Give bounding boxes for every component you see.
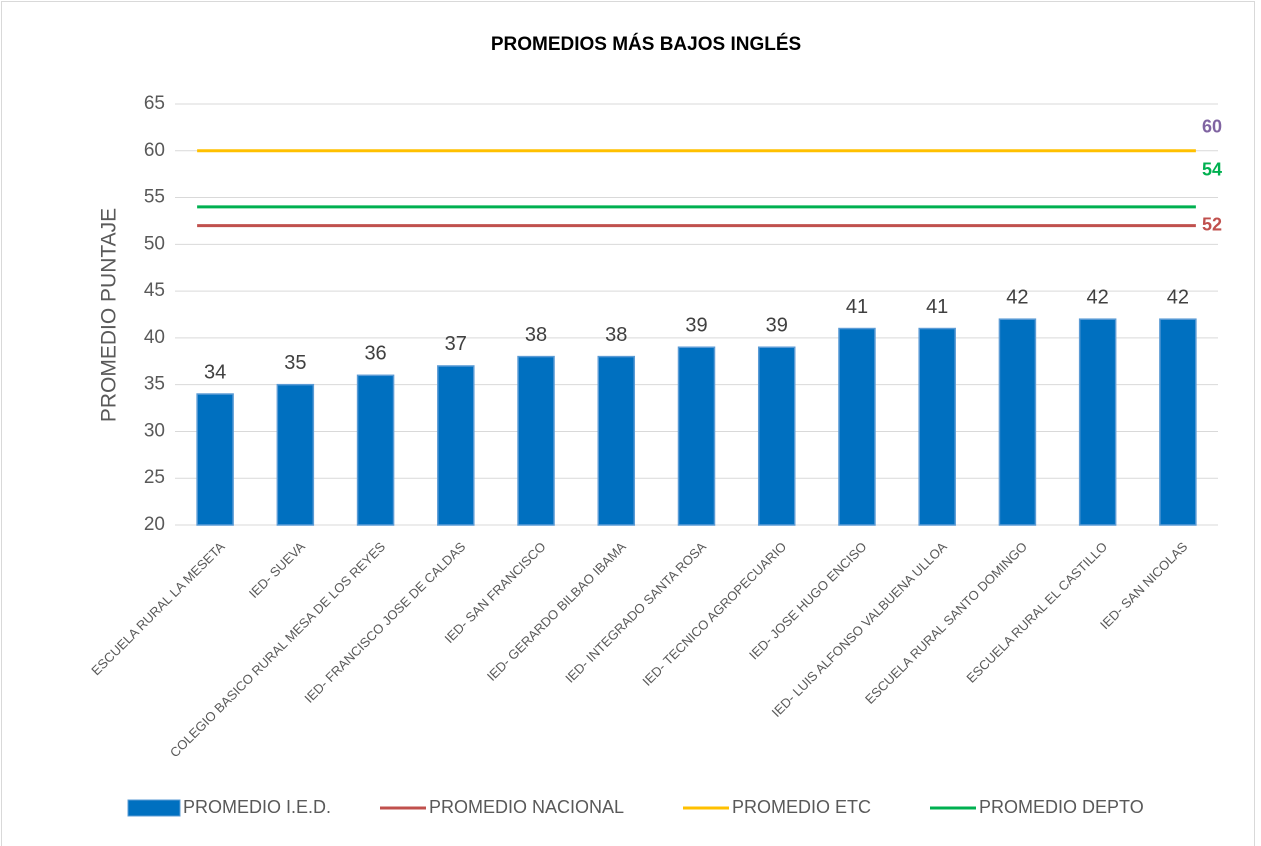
legend-label: PROMEDIO NACIONAL: [429, 797, 624, 817]
bar: [1159, 318, 1197, 526]
y-tick-label: 45: [144, 280, 165, 301]
legend-swatch: [127, 799, 181, 817]
data-label: 39: [685, 315, 707, 337]
bar: [356, 374, 395, 526]
bar: [517, 355, 555, 526]
chart-title: PROMEDIOS MÁS BAJOS INGLÉS: [491, 33, 801, 55]
data-label: 42: [1006, 286, 1028, 308]
line-end-label: 52: [1202, 214, 1222, 234]
legend-label: PROMEDIO DEPTO: [979, 797, 1144, 817]
bar: [437, 365, 475, 526]
y-tick-label: 65: [144, 93, 165, 114]
data-label: 38: [605, 324, 627, 346]
y-tick-label: 60: [144, 140, 165, 161]
data-label: 36: [364, 343, 386, 365]
y-tick-label: 20: [144, 514, 165, 535]
y-axis-label: PROMEDIO PUNTAJE: [98, 208, 121, 422]
bar: [998, 318, 1037, 526]
data-label: 37: [445, 333, 467, 355]
y-tick-label: 50: [144, 233, 165, 254]
data-label: 38: [525, 324, 547, 346]
data-label: 42: [1087, 286, 1109, 308]
y-tick-label: 40: [144, 327, 165, 348]
legend-label: PROMEDIO I.E.D.: [183, 797, 331, 817]
bar: [677, 346, 716, 526]
bar: [597, 355, 636, 526]
y-tick-label: 55: [144, 187, 165, 208]
data-label: 35: [284, 352, 306, 374]
bar: [757, 346, 796, 526]
line-end-label: 60: [1202, 117, 1222, 137]
bar: [838, 327, 876, 526]
data-label: 39: [766, 315, 788, 337]
bar: [196, 393, 234, 526]
data-label: 42: [1167, 286, 1189, 308]
y-tick-label: 25: [144, 467, 165, 488]
bar: [918, 327, 956, 526]
data-label: 41: [846, 296, 868, 318]
y-tick-label: 30: [144, 420, 165, 441]
line-end-label: 54: [1202, 160, 1222, 180]
data-label: 41: [926, 296, 948, 318]
legend-label: PROMEDIO ETC: [732, 797, 871, 817]
bar: [276, 383, 315, 526]
y-tick-label: 35: [144, 374, 165, 395]
data-label: 34: [204, 361, 226, 383]
bar: [1078, 318, 1117, 526]
